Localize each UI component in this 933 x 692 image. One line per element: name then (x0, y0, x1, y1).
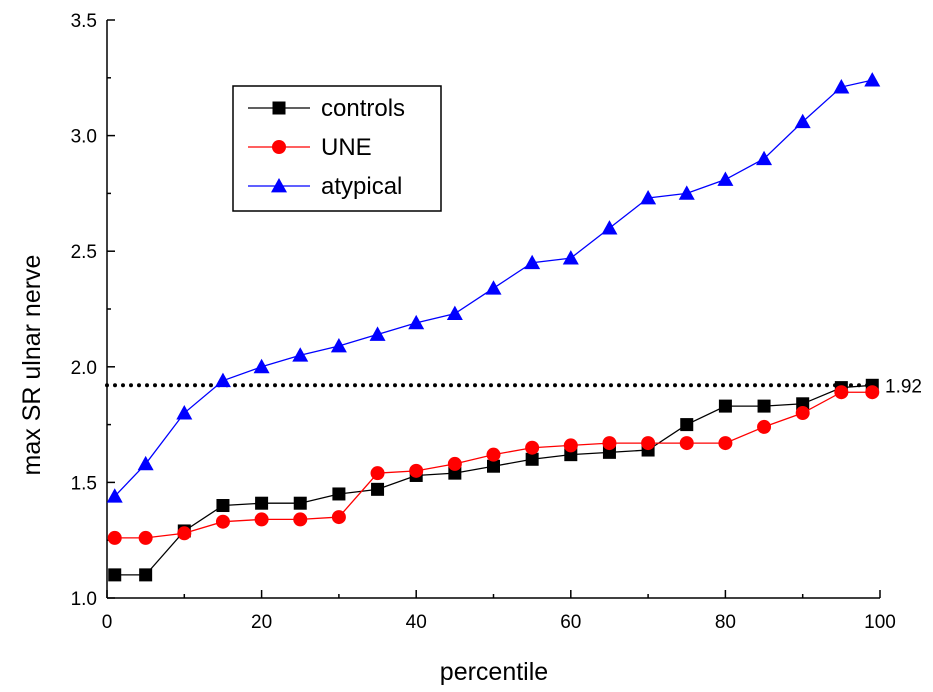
data-point (106, 488, 123, 503)
legend-swatch-marker (272, 140, 286, 154)
data-point (138, 530, 153, 545)
x-tick-label: 80 (715, 612, 736, 633)
y-tick-label: 1.0 (71, 589, 97, 610)
x-tick-label: 0 (102, 612, 113, 633)
data-point (679, 436, 694, 451)
y-tick-label: 3.5 (71, 11, 97, 32)
data-point (563, 438, 578, 453)
x-tick-label: 20 (251, 612, 272, 633)
data-point (293, 512, 308, 527)
reference-line-group: 1.92 (105, 376, 922, 397)
data-point (370, 466, 385, 481)
data-point (525, 452, 539, 466)
legend-label: UNE (321, 134, 372, 161)
data-point (408, 314, 425, 330)
data-point (794, 113, 811, 129)
data-point (107, 530, 122, 545)
data-point (176, 405, 193, 420)
data-point (678, 185, 695, 200)
x-axis-label: percentile (440, 658, 548, 686)
data-point (137, 455, 154, 471)
data-point (718, 399, 732, 413)
x-tick-label: 100 (864, 612, 896, 633)
data-point (216, 499, 230, 513)
y-tick-label: 1.5 (71, 473, 97, 494)
data-point (757, 399, 771, 413)
data-point (757, 419, 772, 434)
series-line (114, 384, 873, 576)
data-point (215, 514, 230, 529)
data-point (447, 456, 462, 471)
data-point (332, 487, 346, 501)
reference-line-label: 1.92 (885, 376, 922, 397)
data-point (255, 496, 269, 510)
legend-item: atypical (248, 173, 402, 200)
data-point (718, 436, 733, 451)
legend: controls UNE atypical (232, 85, 442, 212)
y-tick-label: 3.0 (71, 127, 97, 148)
series-controls (108, 378, 879, 582)
legend-item: controls (248, 95, 405, 122)
data-point (487, 459, 500, 473)
data-point (756, 150, 773, 166)
data-point (253, 358, 270, 374)
x-tick-label: 60 (560, 612, 581, 633)
data-point (409, 463, 424, 478)
y-tick-label: 2.0 (71, 358, 97, 379)
data-point (331, 510, 346, 525)
data-point (293, 496, 307, 510)
legend-label: controls (321, 95, 405, 122)
data-point (865, 385, 880, 400)
data-point (177, 526, 192, 541)
axes: 0 20 40 60 80 100 1.0 1.5 2.0 2.5 3.0 3.5 (71, 11, 896, 633)
data-point (525, 440, 540, 455)
data-point (139, 568, 153, 582)
y-tick-label: 2.5 (71, 242, 97, 263)
data-point (795, 406, 810, 421)
data-point (640, 190, 657, 205)
data-point (680, 418, 694, 432)
data-point (485, 280, 502, 295)
data-point (717, 171, 734, 186)
data-point (641, 436, 656, 451)
data-point (601, 220, 618, 235)
data-point (833, 79, 850, 94)
data-point (369, 326, 386, 341)
series-une (107, 385, 880, 545)
legend-label: atypical (321, 173, 402, 200)
legend-box (232, 85, 442, 212)
data-point (330, 337, 347, 353)
series-group (106, 72, 881, 582)
data-point (446, 305, 463, 321)
data-point (486, 447, 501, 462)
legend-item: UNE (248, 134, 372, 161)
data-point (602, 436, 617, 451)
data-point (214, 372, 231, 388)
legend-swatch-marker (271, 178, 287, 193)
data-point (292, 347, 309, 362)
legend-swatch-marker (272, 101, 286, 115)
data-point (562, 250, 579, 265)
series-atypical (106, 72, 881, 503)
data-point (371, 482, 385, 496)
data-point (834, 385, 849, 400)
data-point (254, 512, 269, 527)
data-point (108, 568, 122, 582)
x-tick-label: 40 (406, 612, 427, 633)
y-axis-label: max SR ulnar nerve (18, 255, 46, 476)
data-point (524, 254, 541, 270)
data-point (864, 72, 881, 87)
